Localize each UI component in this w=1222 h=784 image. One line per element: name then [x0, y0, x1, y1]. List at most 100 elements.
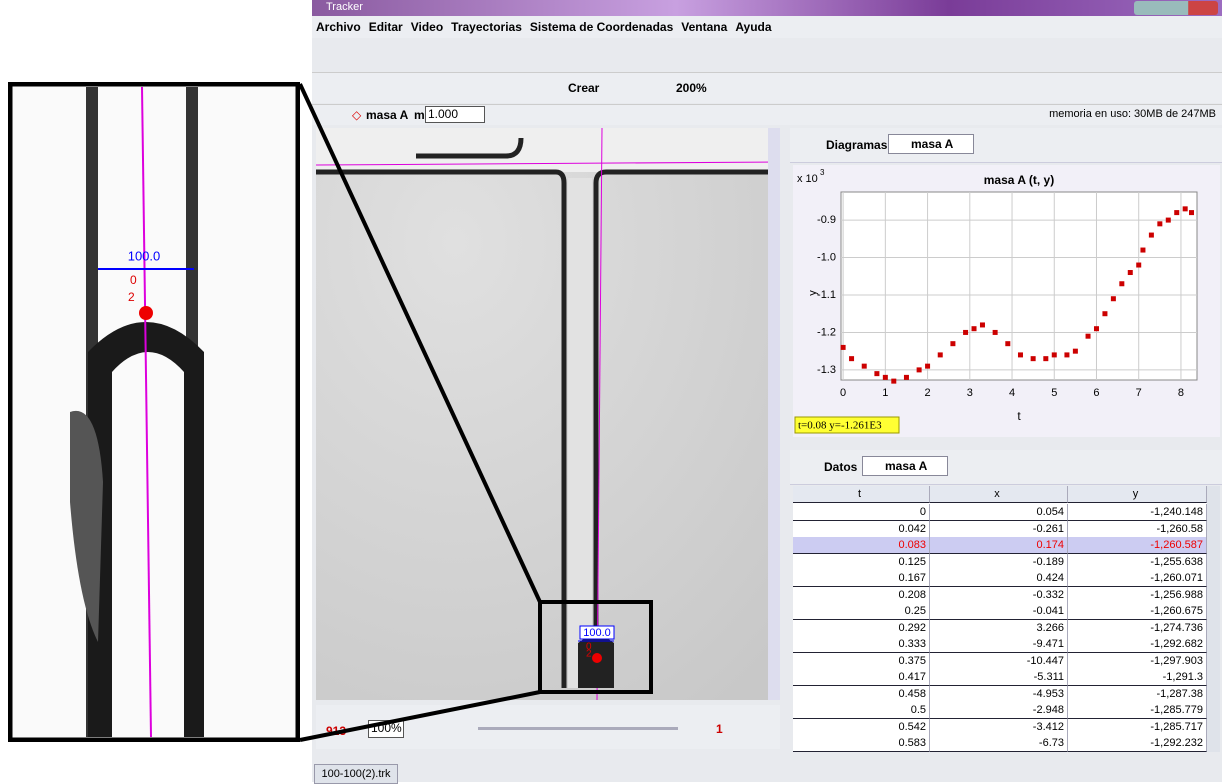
- table-cell[interactable]: -1,291.3: [1068, 669, 1207, 686]
- track-dropdown[interactable]: masa A: [862, 456, 948, 476]
- tracked-point[interactable]: [592, 653, 602, 663]
- menu-item[interactable]: Ayuda: [735, 20, 771, 34]
- menu-item[interactable]: Video: [411, 20, 443, 34]
- menu-item[interactable]: Editar: [369, 20, 403, 34]
- data-point: [904, 375, 909, 380]
- mass-input[interactable]: 1.000: [425, 106, 485, 123]
- table-cell[interactable]: 0.208: [793, 587, 930, 604]
- window-title: Tracker: [326, 1, 363, 13]
- table-cell[interactable]: 0.174: [930, 537, 1068, 554]
- tracked-point: [139, 306, 153, 320]
- table-cell[interactable]: -1,260.071: [1068, 570, 1207, 587]
- menu-item[interactable]: Trayectorias: [451, 20, 522, 34]
- player-controls: 913 100% 1: [316, 705, 780, 749]
- x-tick-label: 0: [840, 387, 846, 399]
- table-cell[interactable]: -10.447: [930, 653, 1068, 670]
- table-cell[interactable]: -0.189: [930, 554, 1068, 571]
- table-cell[interactable]: 0.083: [793, 537, 930, 554]
- menu-item[interactable]: Archivo: [316, 20, 361, 34]
- table-cell[interactable]: -1,274.736: [1068, 620, 1207, 637]
- x-tick-label: 8: [1178, 387, 1184, 399]
- table-cell[interactable]: 0.25: [793, 603, 930, 620]
- data-point: [1189, 210, 1194, 215]
- data-point: [1005, 341, 1010, 346]
- table-cell[interactable]: 0.054: [930, 504, 1068, 521]
- data-point: [874, 371, 879, 376]
- table-cell[interactable]: -6.73: [930, 735, 1068, 752]
- table-cell[interactable]: -1,297.903: [1068, 653, 1207, 670]
- data-point: [1119, 281, 1124, 286]
- zoom-button[interactable]: 200%: [676, 81, 707, 95]
- table-scrollbar[interactable]: [1207, 486, 1220, 752]
- table-cell[interactable]: 0.167: [793, 570, 930, 587]
- data-point: [963, 330, 968, 335]
- slider[interactable]: [478, 727, 678, 730]
- table-cell[interactable]: 0.424: [930, 570, 1068, 587]
- table-cell[interactable]: 0: [793, 504, 930, 521]
- data-header: Datos masa A: [790, 450, 1222, 485]
- table-cell[interactable]: -5.311: [930, 669, 1068, 686]
- table-cell[interactable]: -1,260.675: [1068, 603, 1207, 620]
- file-tab[interactable]: 100-100(2).trk: [314, 764, 398, 784]
- table-cell[interactable]: 0.5: [793, 702, 930, 719]
- data-point: [1111, 296, 1116, 301]
- column-header: x: [930, 486, 1068, 503]
- step-size[interactable]: 1: [716, 722, 723, 736]
- data-point: [891, 379, 896, 384]
- table-cell[interactable]: -1,240.148: [1068, 504, 1207, 521]
- track-dropdown[interactable]: masa A: [888, 134, 974, 154]
- table-cell[interactable]: -1,292.232: [1068, 735, 1207, 752]
- table-cell[interactable]: -1,256.988: [1068, 587, 1207, 604]
- track-bar: ◇ masa A m 1.000 memoria en uso: 30MB de…: [312, 104, 1222, 125]
- table-cell[interactable]: 0.042: [793, 521, 930, 538]
- table-cell[interactable]: 0.375: [793, 653, 930, 670]
- table-cell[interactable]: -1,285.779: [1068, 702, 1207, 719]
- track-name[interactable]: masa A: [366, 108, 408, 122]
- table-cell[interactable]: 0.542: [793, 719, 930, 736]
- table-cell[interactable]: -9.471: [930, 636, 1068, 653]
- table-cell[interactable]: -0.261: [930, 521, 1068, 538]
- table-cell[interactable]: -4.953: [930, 686, 1068, 703]
- menu-item[interactable]: Sistema de Coordenadas: [530, 20, 673, 34]
- menu-item[interactable]: Ventana: [681, 20, 727, 34]
- window-buttons[interactable]: [1134, 1, 1218, 15]
- x-tick-label: 2: [925, 387, 931, 399]
- data-point: [1136, 263, 1141, 268]
- y-tick-label: -1.3: [817, 364, 836, 376]
- y-tick-label: -0.9: [817, 214, 836, 226]
- table-cell[interactable]: -1,285.717: [1068, 719, 1207, 736]
- zoom-inset: 100.0 0 2: [8, 82, 300, 742]
- scrollbar[interactable]: [768, 128, 780, 700]
- table-cell[interactable]: 0.292: [793, 620, 930, 637]
- data-point: [1052, 352, 1057, 357]
- data-label: Datos: [824, 460, 857, 474]
- table-cell[interactable]: -1,255.638: [1068, 554, 1207, 571]
- data-point: [993, 330, 998, 335]
- table-cell[interactable]: 0.583: [793, 735, 930, 752]
- calibration-label: 100.0: [128, 248, 161, 263]
- data-point: [1086, 334, 1091, 339]
- create-button[interactable]: Crear: [568, 81, 599, 95]
- table-cell[interactable]: -1,287.38: [1068, 686, 1207, 703]
- diamond-icon: ◇: [352, 108, 361, 122]
- table-cell[interactable]: -1,260.58: [1068, 521, 1207, 538]
- table-cell[interactable]: 0.458: [793, 686, 930, 703]
- table-cell[interactable]: 0.417: [793, 669, 930, 686]
- table-cell[interactable]: -1,292.682: [1068, 636, 1207, 653]
- data-point: [1183, 206, 1188, 211]
- y-tick-label: -1.0: [817, 251, 836, 263]
- table-cell[interactable]: -3.412: [930, 719, 1068, 736]
- table-cell[interactable]: -0.041: [930, 603, 1068, 620]
- data-point: [1073, 349, 1078, 354]
- table-cell[interactable]: 0.333: [793, 636, 930, 653]
- diagrams-label: Diagramas: [826, 138, 887, 152]
- zoom-field[interactable]: 100%: [368, 720, 404, 738]
- table-cell[interactable]: -0.332: [930, 587, 1068, 604]
- table-cell[interactable]: -1,260.587: [1068, 537, 1207, 554]
- readout: t=0.08 y=-1.261E3: [798, 420, 882, 432]
- table-cell[interactable]: 0.125: [793, 554, 930, 571]
- memory-usage: memoria en uso: 30MB de 247MB: [1049, 108, 1216, 120]
- table-cell[interactable]: 3.266: [930, 620, 1068, 637]
- y-tick-label: -1.1: [817, 289, 836, 301]
- table-cell[interactable]: -2.948: [930, 702, 1068, 719]
